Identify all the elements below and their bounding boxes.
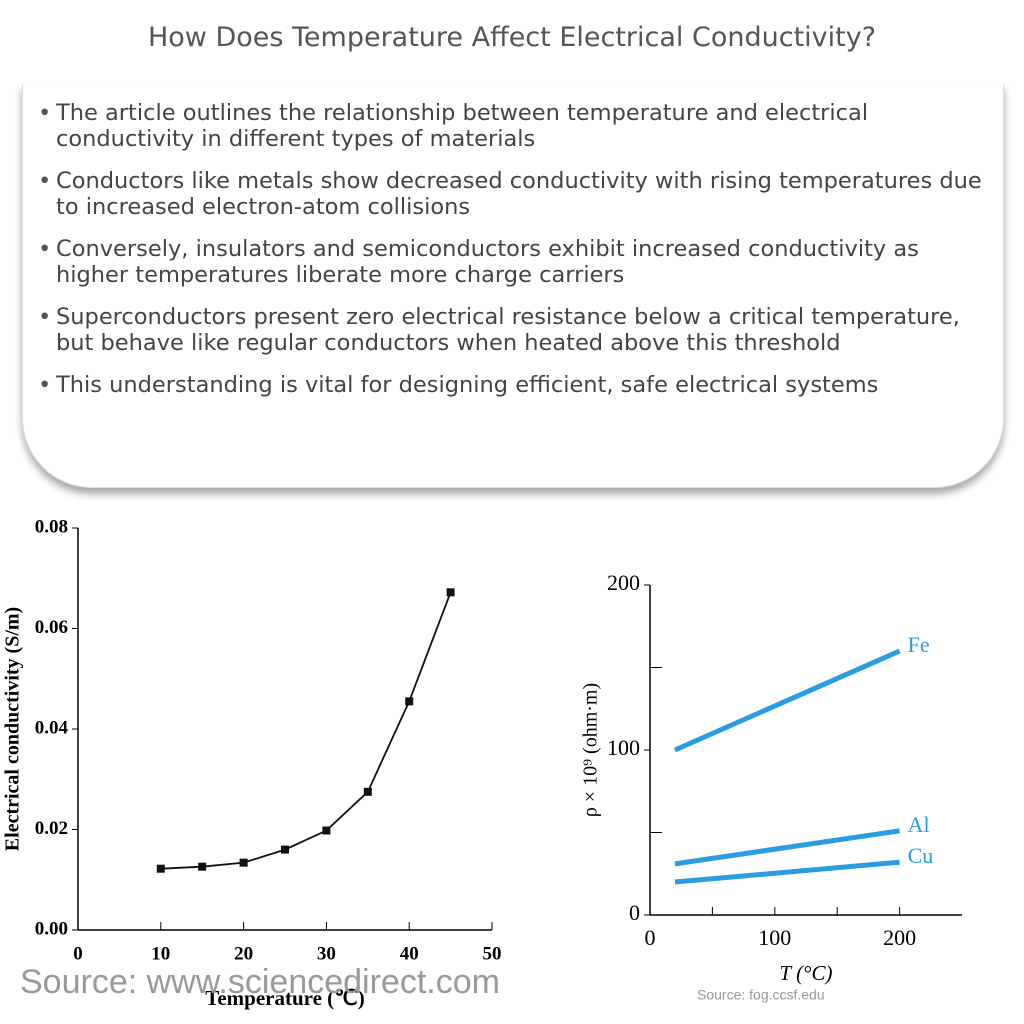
x-tick-label: 200: [883, 925, 916, 950]
x-tick-label: 10: [151, 943, 170, 964]
bullet: Superconductors present zero electrical …: [36, 304, 996, 356]
series-label: Al: [908, 812, 930, 837]
data-line: [673, 648, 901, 753]
data-point: [198, 862, 207, 871]
data-point: [405, 697, 414, 706]
x-tick-label: 0: [645, 925, 656, 950]
data-point: [281, 845, 289, 854]
x-axis-label: Temperature (℃): [205, 986, 364, 1010]
page-title: How Does Temperature Affect Electrical C…: [147, 22, 877, 53]
y-tick-label: 100: [607, 735, 640, 760]
x-axis-label: T (°C): [780, 961, 833, 985]
bullet: Conductors like metals show decreased co…: [36, 168, 996, 220]
y-axis-label: Electrical conductivity (S/m): [2, 607, 24, 851]
x-tick-label: 50: [483, 943, 502, 964]
charts: 0 10 20 30 40 50 0.00 0.02 0.04 0.06 0.08 Temperatu…: [2, 516, 962, 1010]
x-tick-label: 30: [317, 943, 336, 964]
data-point: [363, 787, 372, 796]
source-note: Source: www.sciencedirect.com: [20, 963, 500, 1001]
x-tick-label: 0: [73, 943, 83, 964]
data-line: [674, 828, 900, 867]
data-line: [160, 592, 452, 870]
y-tick-label: 0.00: [35, 918, 68, 939]
summary-box: [22, 84, 1004, 488]
series-label: Cu: [908, 843, 934, 868]
bullet: Conversely, insulators and semiconductor…: [36, 236, 996, 288]
data-point: [446, 588, 455, 597]
x-tick-label: 20: [234, 943, 253, 964]
data-point: [156, 864, 165, 873]
series-label: Fe: [908, 632, 930, 657]
bullet: The article outlines the relationship be…: [36, 100, 996, 152]
data-point: [322, 826, 331, 835]
bullet: This understanding is vital for designin…: [36, 372, 996, 398]
data-line: [674, 859, 900, 885]
y-axis-label: ρ × 10⁹ (ohm·m): [580, 683, 602, 817]
y-tick-label: 0.04: [35, 717, 69, 738]
bullet-list: The article outlines the relationship be…: [36, 100, 996, 414]
source-note: Source: fog.ccsf.edu: [697, 987, 825, 1003]
y-tick-label: 0.06: [35, 617, 68, 638]
data-point: [239, 858, 248, 867]
y-tick-label: 200: [607, 570, 640, 595]
x-tick-label: 100: [758, 925, 791, 950]
x-tick-label: 40: [400, 943, 419, 964]
y-tick-label: 0: [629, 900, 640, 925]
y-tick-label: 0.02: [35, 818, 68, 839]
y-tick-label: 0.08: [35, 516, 68, 537]
